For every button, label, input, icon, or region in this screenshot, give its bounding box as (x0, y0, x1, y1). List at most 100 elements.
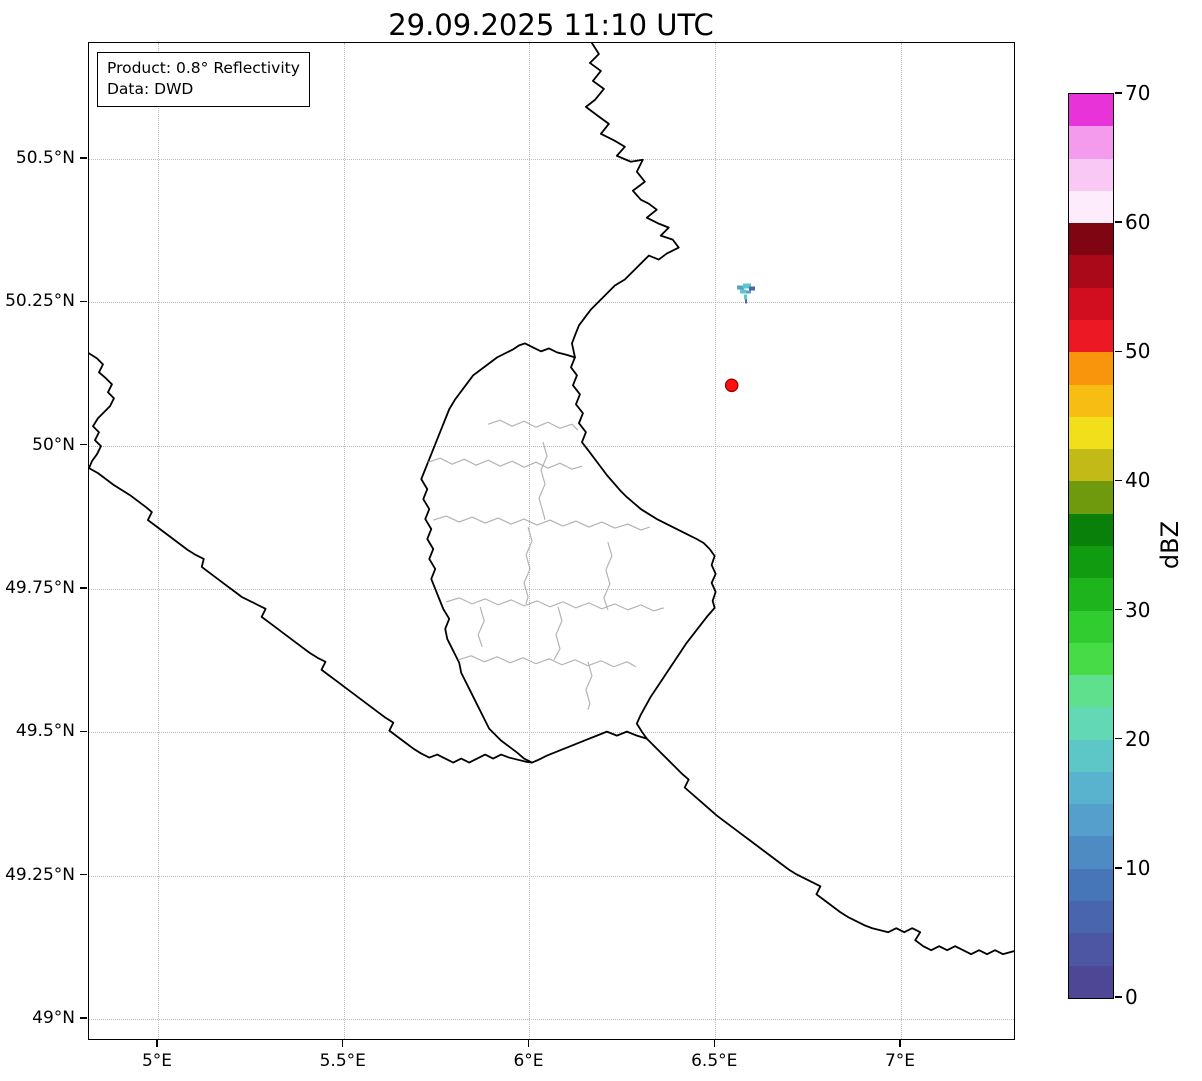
x-tick-mark (713, 1040, 715, 1047)
y-tick-mark (80, 443, 87, 446)
y-tick-mark (80, 587, 87, 589)
colorbar-band (1069, 158, 1113, 191)
radar-site-marker (724, 378, 739, 393)
colorbar-band (1069, 255, 1113, 288)
canton-border-line (428, 457, 583, 470)
canton-border-line (523, 526, 533, 605)
radar-echo-cell (743, 283, 752, 289)
canton-border-line (585, 661, 593, 710)
y-tick-label: 49°N (32, 1007, 75, 1028)
radar-echo-cell (737, 285, 745, 290)
x-tick-label: 5.5°E (319, 1051, 366, 1071)
colorbar-unit-label: dBZ (1156, 520, 1184, 570)
y-gridline (89, 302, 1014, 304)
radar-echo-cell (745, 299, 748, 304)
colorbar-tick-mark (1115, 350, 1122, 352)
belgium-germany-border (571, 43, 680, 359)
colorbar-band (1069, 610, 1113, 643)
colorbar-band (1069, 190, 1113, 224)
canton-border-line (477, 606, 485, 647)
y-tick-label: 49.5°N (15, 721, 75, 742)
colorbar-band (1069, 707, 1113, 740)
colorbar-band (1069, 319, 1113, 353)
canton-border-line (458, 655, 637, 668)
y-tick-label: 49.25°N (5, 864, 75, 885)
colorbar-band (1069, 545, 1113, 579)
colorbar-band (1069, 578, 1113, 611)
product-info-box: Product: 0.8° Reflectivity Data: DWD (97, 52, 310, 107)
colorbar-band (1069, 933, 1113, 966)
international-borders (89, 43, 1014, 956)
colorbar-tick-label: 20 (1125, 726, 1151, 751)
x-gridline (529, 43, 531, 1039)
radar-echo-cell (749, 286, 756, 291)
y-tick-label: 49.75°N (5, 577, 75, 598)
y-tick-label: 50.5°N (15, 147, 75, 168)
colorbar-tick-label: 50 (1125, 339, 1151, 364)
grid-layer (89, 43, 1014, 1039)
colorbar-tick-mark (1115, 608, 1122, 611)
colorbar-tick-label: 70 (1125, 81, 1151, 105)
luxembourg-canton-borders (428, 419, 664, 710)
y-tick-label: 50°N (32, 434, 75, 455)
x-tick-mark (156, 1040, 158, 1047)
colorbar-band (1069, 901, 1113, 934)
product-label: Product: 0.8° Reflectivity (107, 59, 300, 77)
colorbar-tick-label: 60 (1125, 210, 1151, 235)
canton-border-line (446, 597, 664, 612)
colorbar-tick-label: 10 (1125, 855, 1151, 880)
colorbar-band (1069, 965, 1113, 998)
y-gridline (89, 158, 1014, 160)
colorbar-band (1069, 126, 1113, 159)
canton-border-line (538, 442, 548, 521)
radar-echo-cell (746, 290, 752, 294)
colorbar (1068, 93, 1114, 999)
x-tick-label: 5°E (141, 1051, 173, 1071)
colorbar-band (1069, 94, 1113, 127)
y-tick-label: 50.25°N (5, 291, 75, 312)
colorbar-band (1069, 352, 1113, 385)
colorbar-band (1069, 513, 1113, 546)
y-tick-mark (80, 300, 87, 302)
canton-border-line (553, 606, 563, 661)
x-gridline (715, 43, 717, 1039)
map-svg (89, 43, 1014, 956)
canton-border-line (487, 419, 579, 431)
data-source-label: Data: DWD (107, 80, 194, 99)
colorbar-tick-mark (1115, 479, 1122, 482)
x-tick-mark (527, 1040, 530, 1047)
y-gridline (89, 588, 1014, 590)
radar-echo-cell (740, 289, 747, 294)
colorbar-band (1069, 287, 1113, 320)
colorbar-band (1069, 675, 1113, 708)
colorbar-band (1069, 223, 1113, 256)
colorbar-band (1069, 481, 1113, 514)
figure-title: 29.09.2025 11:10 UTC (388, 8, 714, 42)
x-tick-mark (342, 1040, 344, 1047)
y-gridline (89, 732, 1014, 734)
x-tick-label: 6.5°E (691, 1051, 738, 1071)
colorbar-band (1069, 771, 1113, 805)
map-plot-area: Product: 0.8° Reflectivity Data: DWD (88, 42, 1015, 1040)
x-tick-label: 6°E (513, 1051, 544, 1071)
y-gridline (89, 445, 1014, 447)
colorbar-band (1069, 642, 1113, 676)
colorbar-band (1069, 804, 1113, 837)
y-tick-mark (80, 730, 87, 732)
france-germany-border (645, 737, 1014, 956)
x-gridline (900, 43, 902, 1039)
colorbar-tick-label: 0 (1125, 985, 1138, 1009)
colorbar-band (1069, 416, 1113, 450)
colorbar-tick-label: 40 (1125, 468, 1151, 493)
luxembourg-border (420, 342, 717, 764)
colorbar-band (1069, 836, 1113, 869)
colorbar-tick-label: 30 (1125, 597, 1151, 622)
y-tick-mark (80, 873, 87, 876)
y-gridline (89, 875, 1014, 877)
colorbar-tick-mark (1115, 996, 1122, 998)
x-tick-label: 7°E (884, 1051, 915, 1071)
france-belgium-border (89, 352, 533, 764)
colorbar-tick-mark (1115, 221, 1122, 223)
colorbar-tick-mark (1115, 92, 1122, 94)
radar-echo-layer (737, 283, 756, 304)
